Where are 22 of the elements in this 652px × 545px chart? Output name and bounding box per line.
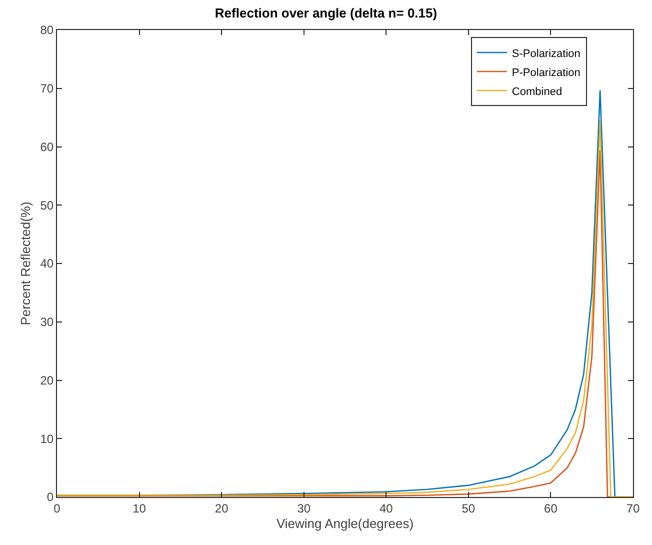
y-axis-title: Percent Reflected(%) [18,202,34,326]
legend-label: S-Polarization [512,48,580,60]
x-tick-label: 60 [544,501,558,516]
y-tick-label: 20 [40,373,54,388]
x-tick-label: 40 [379,501,394,516]
x-tick-label: 10 [132,501,146,516]
y-tick-label: 0 [46,490,54,504]
y-tick-label: 80 [40,23,54,38]
chart-title: Reflection over angle (delta n= 0.15) [214,5,438,20]
x-tick-label: 30 [297,501,311,516]
x-tick-label: 50 [462,501,476,516]
legend-label: P-Polarization [512,66,580,79]
y-tick-label: 70 [40,82,54,96]
y-tick-label: 60 [40,140,54,154]
legend-label: Combined [512,86,562,98]
x-tick-label: 20 [214,501,229,516]
x-tick-label: 70 [626,501,640,516]
y-tick-label: 40 [40,256,54,271]
y-tick-label: 50 [40,198,54,212]
y-tick-label: 10 [40,432,54,446]
x-axis-title: Viewing Angle(degrees) [276,516,414,531]
y-tick-label: 30 [40,315,54,330]
